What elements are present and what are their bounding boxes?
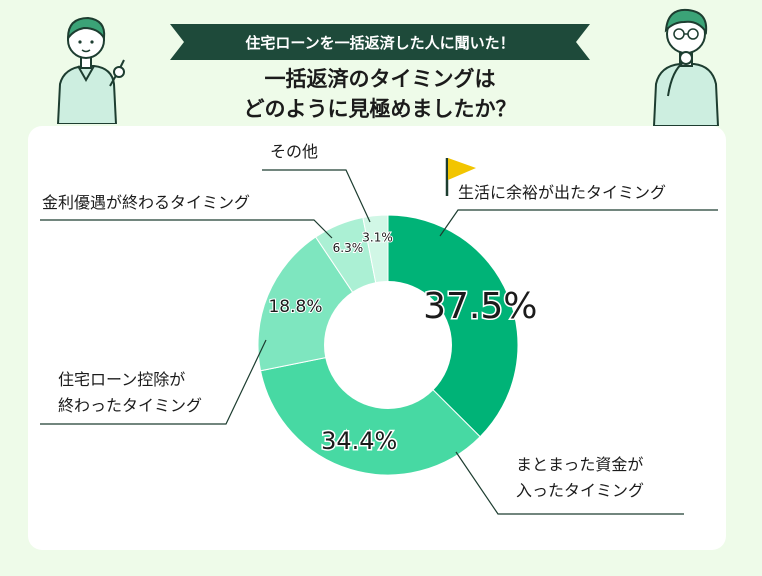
pie-slice: [259, 344, 481, 476]
slice-category-label: 住宅ローン控除が: [58, 370, 185, 389]
banner-ribbon: [170, 24, 590, 60]
page-title-line1: 一括返済のタイミングは: [264, 67, 496, 91]
banner-text: 住宅ローンを一括返済した人に聞いた！: [245, 33, 515, 52]
leader-line: [439, 209, 718, 237]
slice-value-label: 6.3%: [333, 241, 364, 255]
page-title-line2: どのように見極めましたか？: [243, 97, 517, 121]
pie-slice: [387, 214, 519, 438]
leader-line: [40, 219, 333, 239]
leader-line: [262, 169, 371, 223]
slice-category-label: その他: [270, 142, 318, 161]
slice-value-label: 3.1%: [362, 231, 393, 245]
slice-category-label: 終わったタイミング: [58, 396, 202, 415]
pointing-person-illustration: [56, 16, 125, 124]
leader-line: [455, 451, 684, 515]
slice-value-label: 34.4%: [321, 427, 397, 455]
thinking-person-illustration: [652, 8, 720, 126]
donut-hole: [324, 281, 452, 409]
leader-line: [40, 339, 267, 425]
slice-category-label: 入ったタイミング: [516, 481, 644, 500]
slice-category-label: 金利優遇が終わるタイミング: [42, 193, 250, 212]
title-banner: 住宅ローンを一括返済した人に聞いた！: [170, 24, 590, 60]
slice-category-label: まとまった資金が: [516, 455, 643, 474]
slice-value-label: 37.5%: [423, 286, 537, 327]
slice-value-label: 18.8%: [268, 297, 322, 317]
slice-category-label: 生活に余裕が出たタイミング: [458, 183, 666, 202]
flag-icon: [445, 158, 476, 196]
